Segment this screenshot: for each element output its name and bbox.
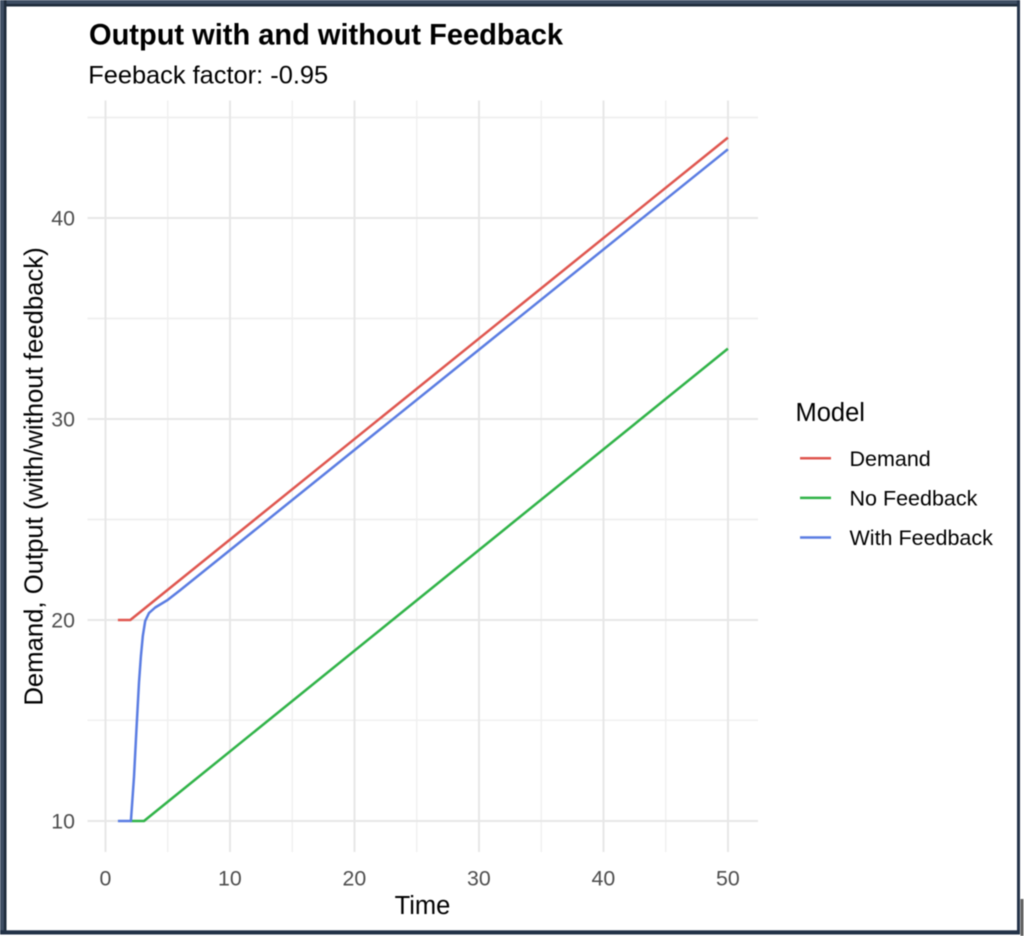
svg-text:10: 10 xyxy=(51,810,75,834)
svg-text:30: 30 xyxy=(467,867,491,891)
svg-text:10: 10 xyxy=(218,867,242,891)
svg-text:Model: Model xyxy=(796,399,865,427)
svg-text:40: 40 xyxy=(592,867,616,891)
svg-text:Time: Time xyxy=(395,892,451,920)
svg-text:20: 20 xyxy=(343,867,367,891)
svg-text:0: 0 xyxy=(99,867,111,891)
svg-text:Demand, Output (with/without f: Demand, Output (with/without feedback) xyxy=(21,247,49,705)
svg-text:No Feedback: No Feedback xyxy=(850,486,978,510)
svg-text:With Feedback: With Feedback xyxy=(850,526,994,550)
svg-text:20: 20 xyxy=(51,609,75,633)
svg-text:40: 40 xyxy=(51,207,75,231)
svg-text:30: 30 xyxy=(51,408,75,432)
svg-text:Feeback factor: -0.95: Feeback factor: -0.95 xyxy=(88,62,328,90)
svg-text:Output with and without Feedba: Output with and without Feedback xyxy=(89,19,564,52)
svg-text:50: 50 xyxy=(716,867,740,891)
svg-text:Demand: Demand xyxy=(850,447,931,471)
